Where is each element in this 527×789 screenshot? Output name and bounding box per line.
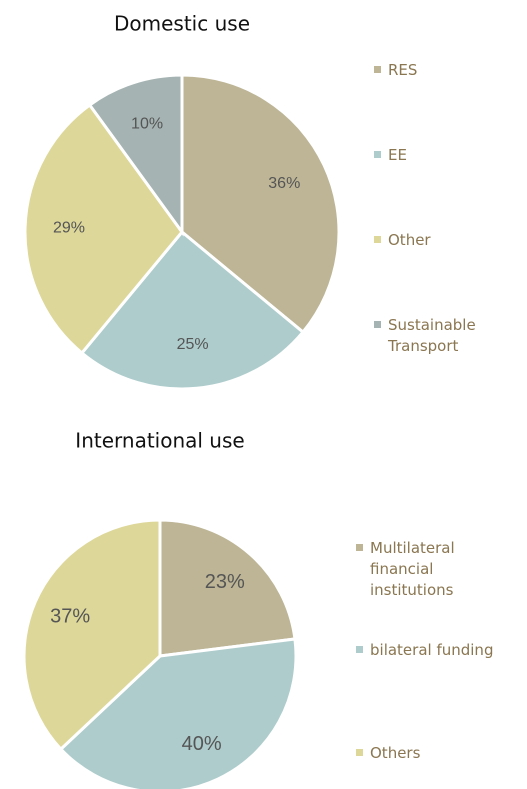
data-label: 37%	[50, 605, 90, 627]
legend-swatch	[356, 544, 363, 551]
data-label: 36%	[268, 175, 300, 192]
legend-label: Other	[388, 231, 431, 249]
pie-slice	[158, 518, 297, 658]
legend-label: Sustainable Transport	[387, 316, 476, 355]
pie-slice	[22, 518, 162, 752]
legend-swatch	[356, 749, 363, 756]
legend-swatch	[374, 236, 381, 243]
data-label: 40%	[182, 733, 222, 755]
legend-label: RES	[388, 61, 417, 79]
legend-label: EE	[388, 146, 407, 164]
data-label: 23%	[205, 571, 245, 593]
legend-label: bilateral funding	[370, 641, 493, 659]
pie-slice	[79, 229, 306, 391]
data-label: 25%	[177, 336, 209, 353]
data-label: 29%	[53, 220, 85, 237]
legend-swatch	[374, 66, 381, 73]
legend-swatch	[374, 151, 381, 158]
pie-slice	[87, 73, 184, 237]
chart-title: International use	[75, 429, 244, 453]
data-label: 10%	[131, 116, 163, 133]
legend-label: Others	[370, 744, 421, 762]
legend-label: Multilateral financial institutions	[370, 539, 455, 599]
pie-slice	[180, 73, 341, 335]
legend-swatch	[356, 646, 363, 653]
pie-slice	[23, 102, 184, 356]
legend-swatch	[374, 321, 381, 328]
pie-slice	[58, 637, 298, 789]
chart-title: Domestic use	[114, 12, 250, 36]
